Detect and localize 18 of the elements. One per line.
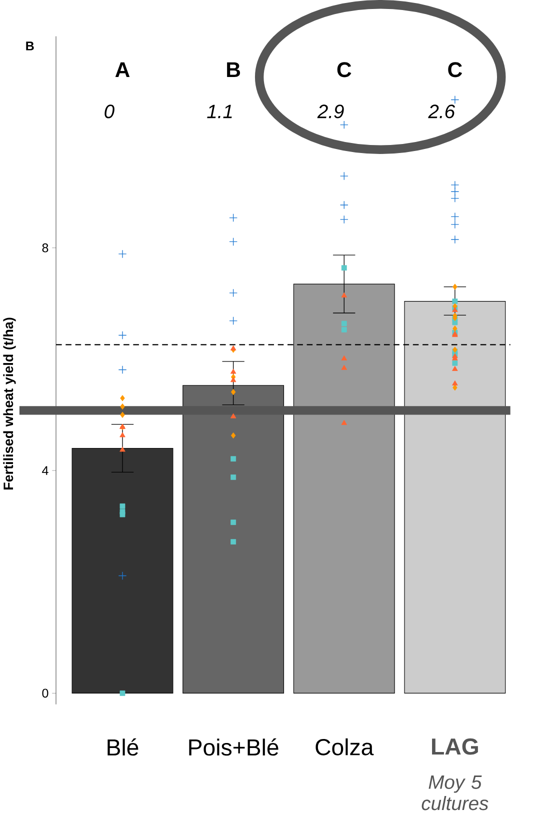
annotation: 1.1: [206, 104, 232, 118]
annotation: 2.6: [428, 104, 455, 118]
text: Moy 5 cultures: [422, 776, 488, 810]
y-tick-label: 4: [42, 466, 48, 475]
x-tick-label: Colza: [316, 738, 374, 756]
y-tick-label: 8: [42, 243, 48, 252]
annotation: A: [115, 62, 130, 77]
x-tick-label: Pois+Blé: [189, 738, 278, 756]
text: B: [26, 42, 34, 50]
annotation: 2.9: [317, 104, 344, 118]
y-tick-label: 0: [42, 688, 48, 698]
y-axis-title: Fertilised wheat yield (t/ha): [3, 318, 16, 490]
x-tick-label: LAG: [432, 738, 478, 755]
annotation: B: [226, 62, 240, 77]
annotation: C: [448, 62, 462, 78]
x-tick-label: Blé: [108, 738, 138, 756]
annotation: 0: [104, 104, 114, 118]
annotation: C: [337, 62, 352, 78]
